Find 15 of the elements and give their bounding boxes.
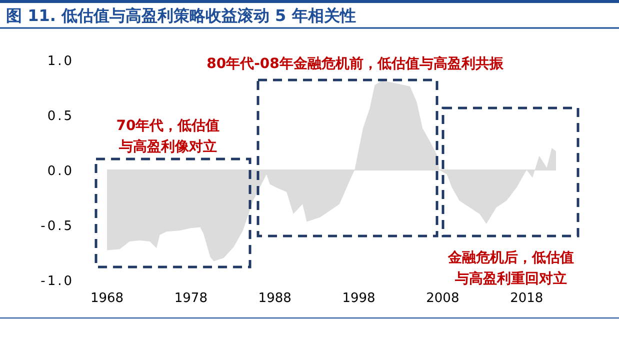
y-tick-label: 0.5 — [47, 109, 74, 124]
annotation: 70年代，低估值与高盈利像对立 — [116, 118, 220, 155]
annotation: 金融危机后，低估值与高盈利重回对立 — [447, 249, 574, 287]
y-tick-label: -0.5 — [40, 219, 74, 234]
x-tick-label: 1988 — [258, 291, 292, 306]
y-tick-label: -1.0 — [40, 274, 74, 289]
y-tick-label: 1.0 — [47, 54, 74, 69]
x-tick-label: 1968 — [90, 291, 124, 306]
x-tick-label: 2008 — [426, 291, 460, 306]
annotation: 80年代-08年金融危机前，低估值与高盈利共振 — [206, 55, 504, 72]
chart-title: 图 11. 低估值与高盈利策略收益滚动 5 年相关性 — [6, 6, 356, 25]
y-tick-label: 0.0 — [47, 164, 74, 179]
x-tick-label: 1998 — [342, 291, 376, 306]
x-tick-label: 1978 — [174, 291, 208, 306]
x-tick-label: 2018 — [510, 291, 544, 306]
